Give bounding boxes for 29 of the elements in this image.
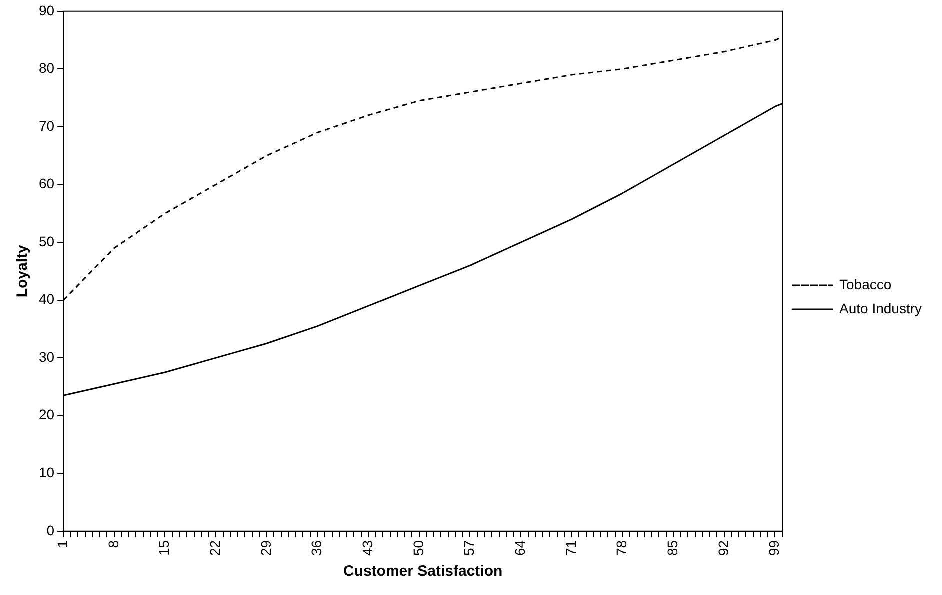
y-tick-label: 40 (38, 291, 55, 308)
y-tick-label: 0 (46, 522, 55, 538)
x-tick-label: 64 (512, 540, 528, 556)
x-tick-label: 57 (461, 540, 478, 556)
y-tick-label: 10 (38, 464, 55, 481)
y-tick-label: 30 (38, 348, 55, 365)
x-tick-label: 71 (562, 540, 579, 556)
legend-label: Tobacco (840, 276, 892, 292)
y-tick-label: 80 (38, 60, 55, 76)
x-axis-title: Customer Satisfaction (343, 563, 503, 580)
y-tick-label: 50 (38, 233, 55, 250)
x-tick-label: 43 (359, 540, 376, 556)
x-tick-label: 50 (410, 540, 426, 556)
x-tick-label: 92 (715, 540, 732, 556)
x-tick-label: 85 (664, 540, 680, 556)
y-axis-title: Loyalty (14, 244, 32, 298)
x-tick-label: 99 (766, 540, 782, 556)
x-tick-label: 8 (105, 540, 122, 548)
legend-label: Auto Industry (840, 300, 922, 316)
x-tick-label: 1 (54, 540, 70, 548)
y-tick-label: 20 (38, 406, 55, 423)
y-tick-label: 90 (38, 2, 55, 18)
x-tick-label: 29 (258, 540, 274, 556)
x-tick-label: 36 (308, 540, 325, 556)
x-tick-label: 15 (156, 540, 172, 556)
x-tick-label: 78 (614, 540, 630, 556)
y-tick-label: 70 (38, 118, 55, 134)
y-tick-label: 60 (38, 176, 55, 192)
x-tick-label: 22 (206, 540, 223, 556)
